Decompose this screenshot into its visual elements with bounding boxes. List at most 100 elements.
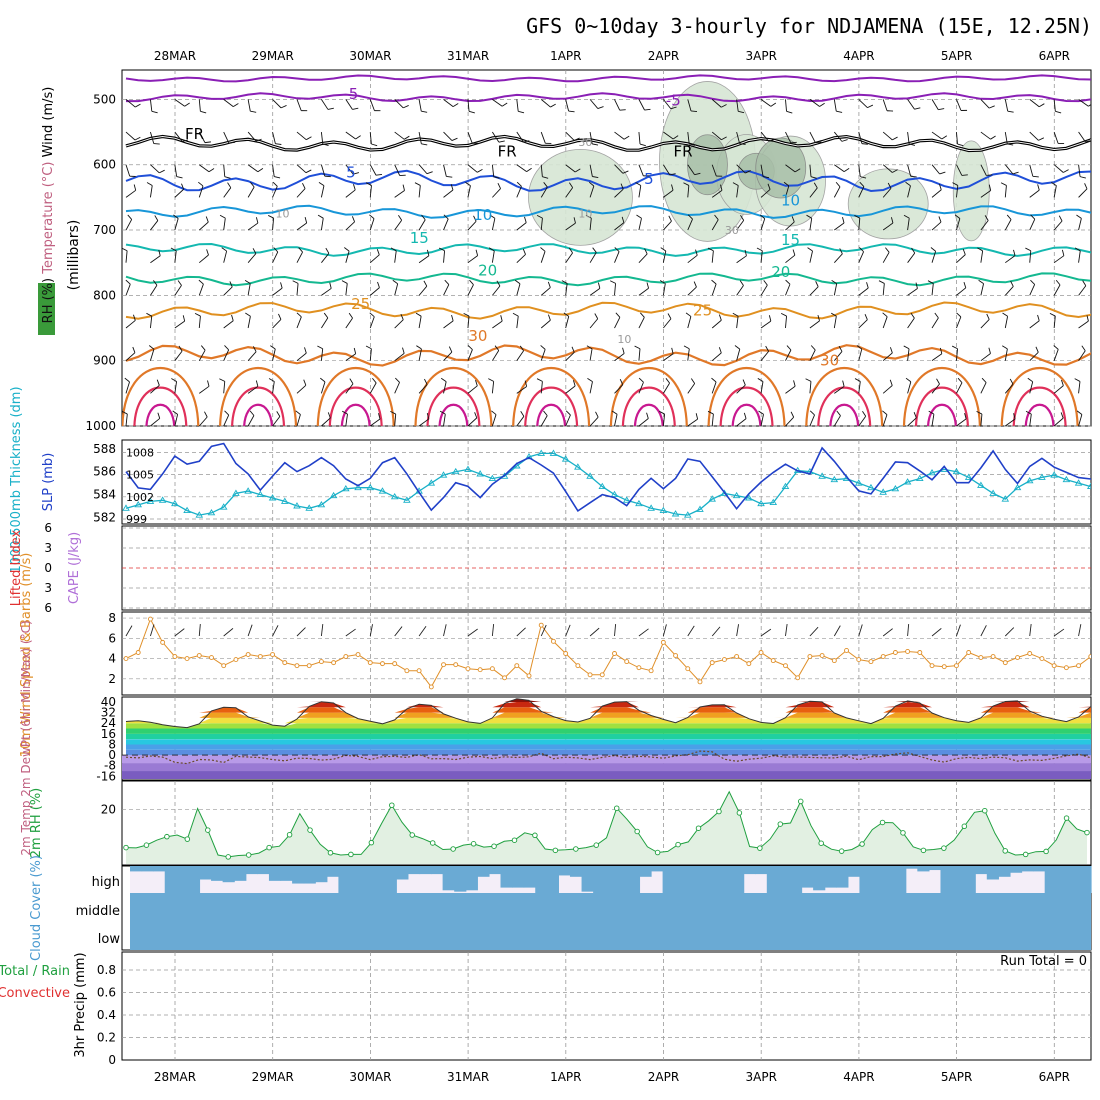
wind-barb-flag [671, 184, 674, 191]
wind-barb [443, 284, 450, 296]
wind-barb [614, 99, 621, 111]
wind-barb-flag [353, 347, 357, 354]
rh-point [736, 810, 743, 816]
wind-barb-flag [376, 249, 380, 255]
thickness-point [207, 508, 216, 516]
thickness-point [256, 490, 265, 498]
wind-barb-flag [838, 345, 843, 352]
wind-barb [956, 418, 967, 426]
wind-barb [443, 218, 449, 231]
cloud-high-bar [940, 866, 953, 893]
rh-point [941, 845, 947, 851]
wind-barb-flag [756, 247, 763, 252]
wind-barb-flag [398, 215, 403, 221]
wind-barb [736, 99, 739, 112]
wind-barb-flag [272, 181, 278, 187]
wind-barb [198, 316, 201, 329]
wind-barb-flag [1009, 378, 1014, 385]
wind-speed-point [282, 660, 288, 666]
wind-barb-flag [494, 345, 500, 351]
wind-barb-10m [589, 627, 600, 637]
wind-barb-flag [353, 172, 360, 175]
wind-barb-flag [1027, 377, 1033, 383]
wind-barb [174, 218, 179, 231]
wind-barb [907, 99, 915, 110]
wind-barb [345, 383, 354, 394]
boundary-layer-isotherm [536, 403, 566, 426]
wind-barb-flag [547, 314, 551, 321]
wind-barb-flag [660, 247, 667, 252]
wind-barb-flag [759, 214, 766, 219]
wind-barb-flag [524, 216, 527, 223]
wind-barb [638, 185, 642, 198]
wind-barb [492, 188, 501, 198]
wind-barb [663, 220, 672, 231]
wind-speed-point [245, 652, 251, 657]
date-label-bottom: 5APR [941, 1070, 972, 1084]
wind-barb [223, 164, 226, 177]
wind-barb [589, 348, 593, 361]
thickness-point [537, 449, 546, 456]
wind-barb [467, 220, 477, 231]
wind-barb-flag [171, 378, 177, 382]
isotherm-label: FR [185, 125, 204, 143]
wind-barb [199, 164, 210, 173]
wind-barb [834, 222, 845, 231]
wind-barb [980, 220, 989, 231]
wind-speed-point [538, 622, 544, 628]
wind-barb [907, 288, 918, 296]
wind-barb [907, 164, 912, 177]
thickness-point [451, 467, 460, 475]
wind-barb [980, 283, 985, 296]
wind-barb-flag [450, 184, 454, 191]
cloud-high-bar [871, 866, 884, 893]
wind-barb [565, 352, 575, 362]
wind-barb [272, 186, 278, 198]
wind-barb-flag [1053, 345, 1059, 350]
wind-barb-flag [550, 103, 556, 108]
wind-barb [174, 131, 183, 142]
wind-barb-flag [586, 345, 593, 350]
wind-barb-flag [252, 346, 257, 352]
rh-point [818, 840, 824, 846]
wind-barb-flag [988, 105, 995, 109]
wind-barb [345, 414, 348, 426]
cloud-high-bar [801, 866, 814, 888]
wind-barb-flag [565, 410, 571, 416]
rh-point [675, 841, 681, 848]
thickness-point [781, 482, 790, 490]
wind-barb-flag [988, 347, 991, 354]
wind-barb-flag [1030, 279, 1035, 285]
wind-barb-flag [783, 181, 790, 187]
wind-barb-10m [540, 624, 547, 637]
wind-barb-flag [348, 312, 353, 319]
wind-barb-flag [400, 313, 404, 320]
wind-barb [882, 414, 888, 426]
wind-barb-flag [475, 249, 479, 256]
thickness-point [342, 484, 350, 492]
wind-barb-flag [448, 346, 453, 353]
wind-barb-flag [512, 312, 519, 317]
wind-speed-point [880, 654, 886, 659]
wind-barb [833, 351, 843, 361]
thickness-point [671, 510, 680, 517]
wind-barb [394, 164, 401, 176]
wind-barb-flag [415, 312, 422, 317]
thickness-point [598, 482, 607, 490]
wind-barb [1078, 99, 1089, 107]
thickness-point [488, 474, 497, 482]
wind-barb-flag [976, 410, 983, 415]
wind-barb-flag [1061, 249, 1065, 256]
cloud-high-bar [396, 866, 409, 880]
wind-barb-flag [329, 282, 332, 289]
wind-barb-flag [762, 176, 770, 179]
wind-barb [687, 418, 698, 426]
wind-barb-flag [451, 137, 458, 142]
wind-barb [345, 164, 354, 175]
wind-barb-flag [204, 411, 208, 418]
wind-barb-flag [365, 182, 372, 186]
cloud-high-bar [720, 866, 733, 893]
wind-barb-flag [353, 184, 356, 191]
wind-barb [467, 385, 478, 394]
wind-barb [1053, 316, 1056, 329]
